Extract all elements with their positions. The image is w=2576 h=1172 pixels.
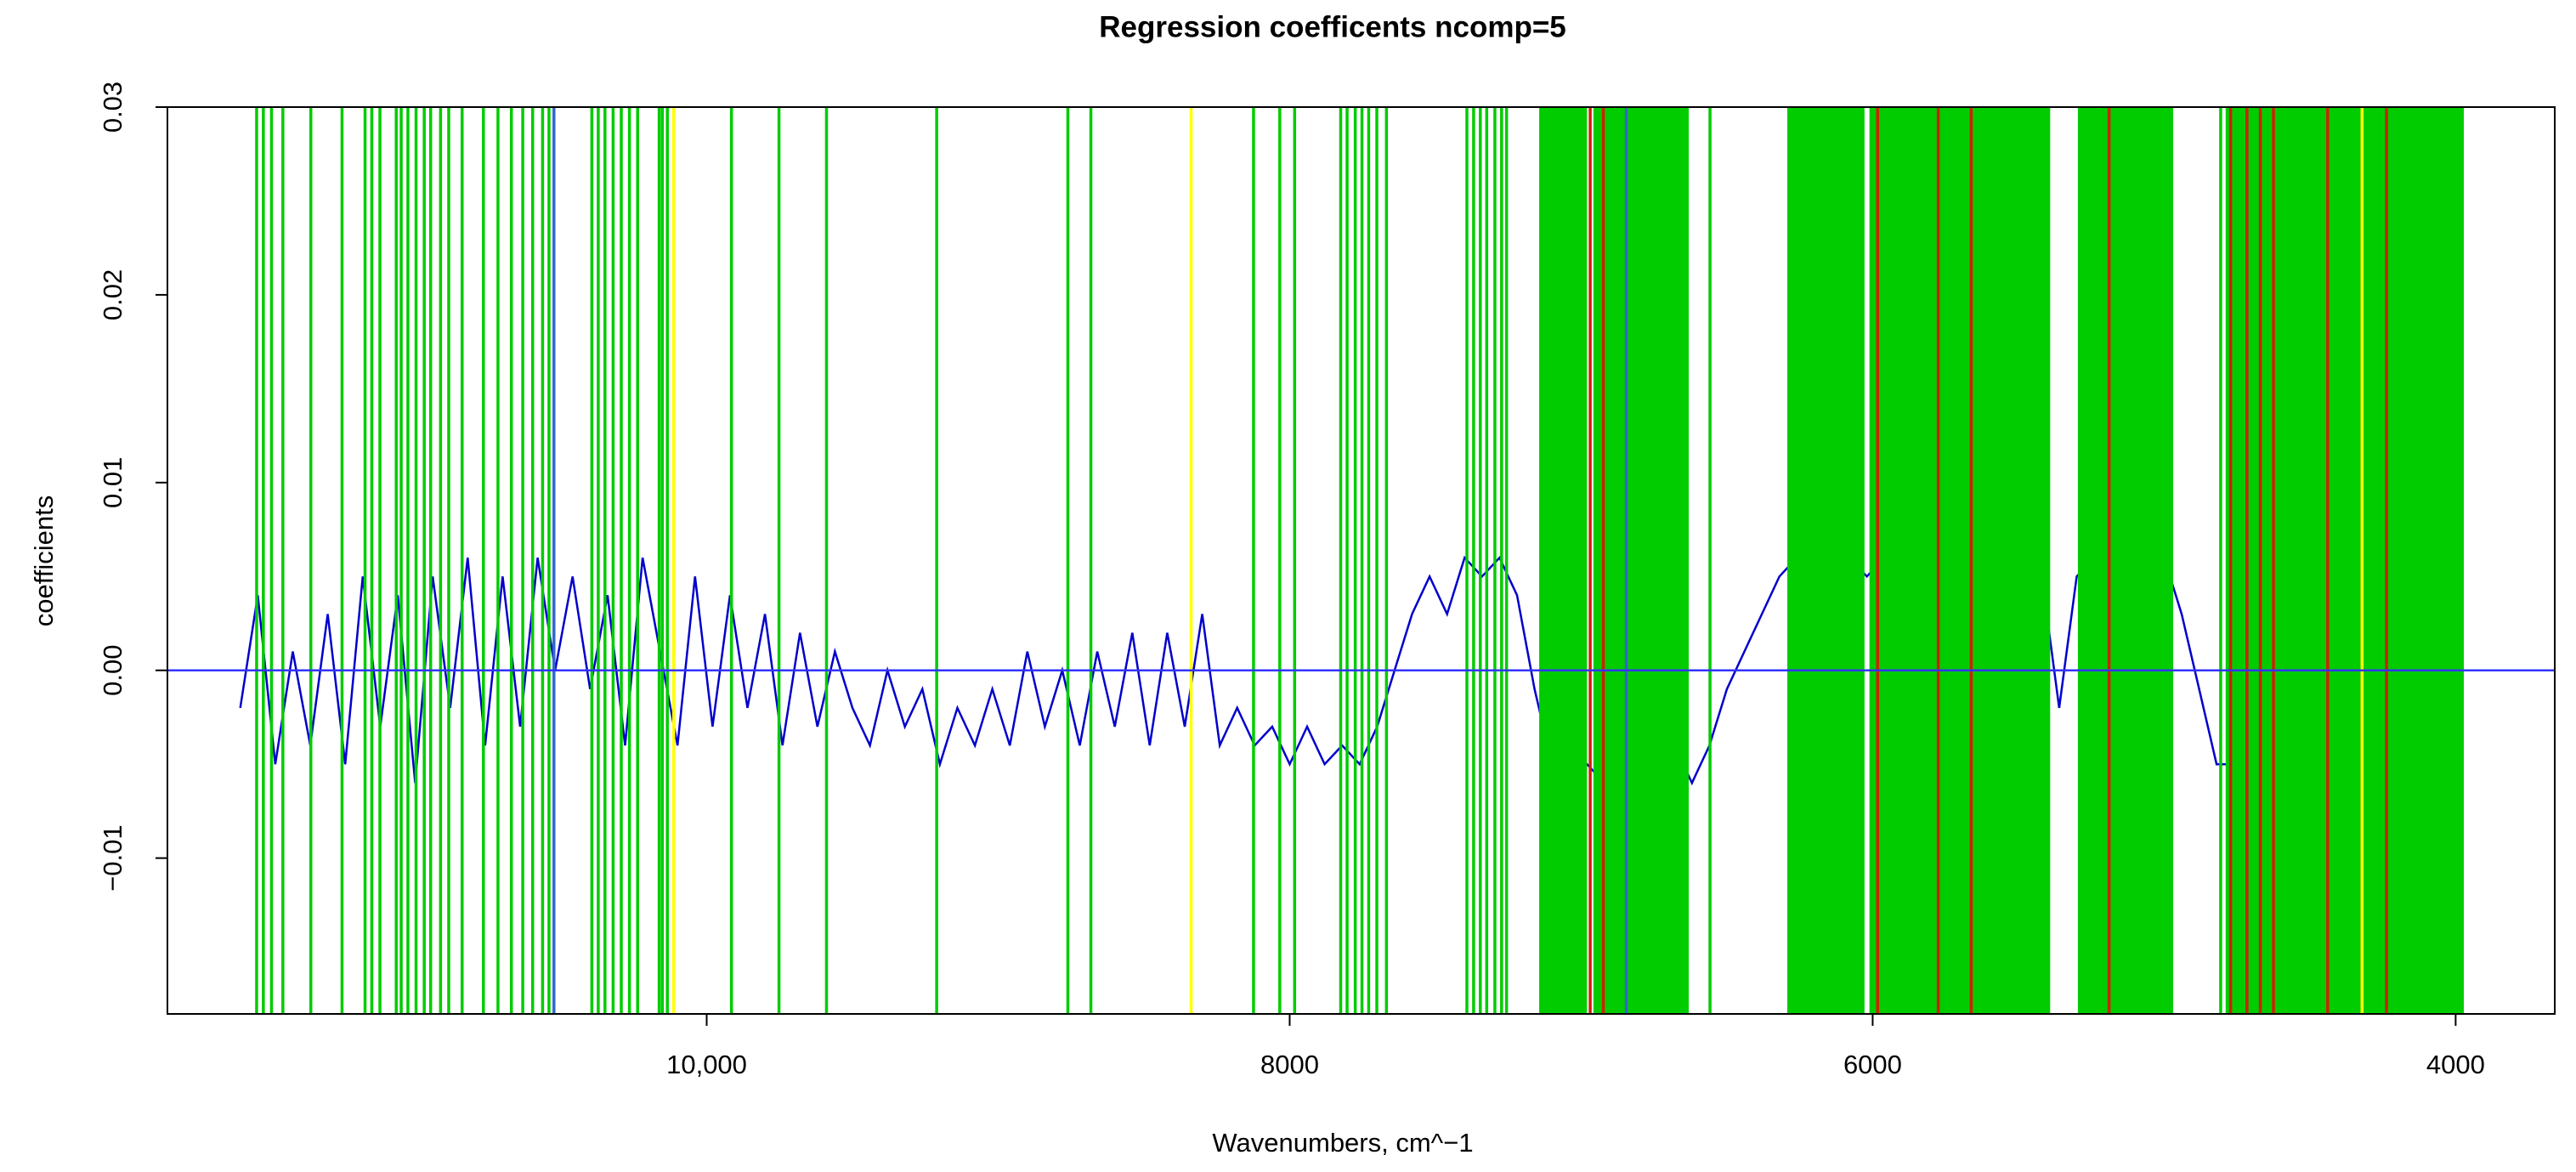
x-tick-label: 8000 xyxy=(1260,1050,1319,1079)
y-tick-label: 0.02 xyxy=(98,269,127,320)
selected-band xyxy=(2077,107,2174,1014)
selected-band xyxy=(1539,107,1588,1014)
y-tick-label: 0.03 xyxy=(98,82,127,133)
chart-title: Regression coefficents ncomp=5 xyxy=(1099,10,1565,43)
selected-band xyxy=(1593,107,1690,1014)
plot-frame xyxy=(167,106,2556,1015)
x-tick-label: 4000 xyxy=(2426,1050,2485,1079)
y-tick-label: −0.01 xyxy=(98,824,127,891)
y-tick-label: 0.00 xyxy=(98,645,127,696)
x-axis-label: Wavenumbers, cm^−1 xyxy=(1212,1128,1473,1158)
x-tick-label: 10,000 xyxy=(666,1050,747,1079)
selected-band xyxy=(1786,107,1865,1014)
y-tick-label: 0.01 xyxy=(98,457,127,508)
selected-band xyxy=(1869,107,2051,1014)
selected-band xyxy=(2225,107,2464,1014)
plot-area xyxy=(167,107,2555,1014)
y-axis-label: coefficients xyxy=(29,495,59,627)
x-tick-label: 6000 xyxy=(1843,1050,1902,1079)
